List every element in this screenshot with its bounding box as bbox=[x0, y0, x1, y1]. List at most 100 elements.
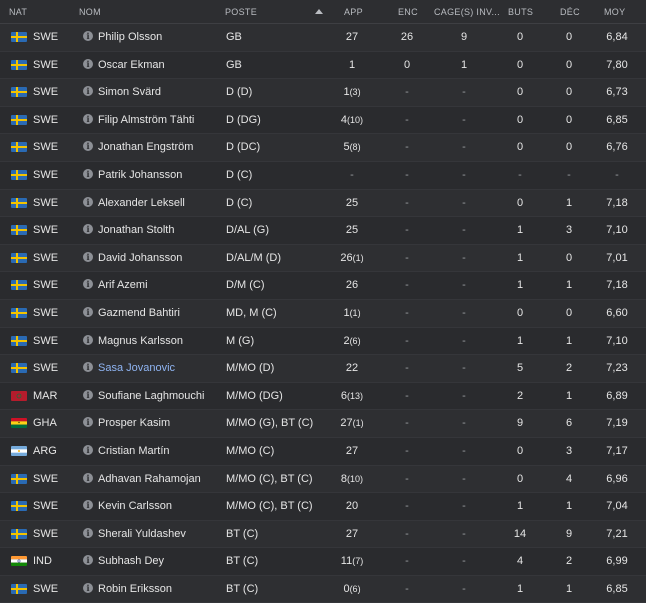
goals-cell: 1 bbox=[516, 279, 524, 292]
nationality-cell: SWE bbox=[33, 141, 59, 154]
player-name[interactable]: Arif Azemi bbox=[98, 279, 148, 292]
info-icon[interactable]: i bbox=[83, 58, 93, 69]
average-rating-cell: 6,96 bbox=[606, 472, 628, 485]
column-header-enc[interactable]: ENC bbox=[398, 7, 418, 17]
nationality-cell: SWE bbox=[33, 334, 59, 347]
info-icon[interactable]: i bbox=[83, 141, 93, 152]
player-name[interactable]: Simon Svärd bbox=[98, 86, 161, 99]
table-row[interactable]: SWE i Adhavan Rahamojan M/MO (C), BT (C) 8(1… bbox=[0, 465, 646, 494]
table-row[interactable]: SWE i Simon Svärd D (D) 1(3) - - 0 0 6,73 bbox=[0, 79, 646, 107]
player-name[interactable]: Philip Olsson bbox=[98, 31, 163, 43]
table-row[interactable]: SWE i Arif Azemi D/M (C) 26 - - 1 1 7,18 bbox=[0, 272, 646, 300]
sweden-flag-icon bbox=[11, 307, 27, 318]
appearances-value: 20 bbox=[345, 500, 359, 513]
info-icon[interactable]: i bbox=[83, 417, 93, 428]
info-icon[interactable]: i bbox=[83, 362, 93, 373]
info-icon[interactable]: i bbox=[83, 472, 93, 483]
info-icon[interactable]: i bbox=[83, 444, 93, 455]
player-name[interactable]: Soufiane Laghmouchi bbox=[98, 389, 205, 402]
table-row[interactable]: SWE i Filip Almström Tähti D (DG) 4(10) - - 0 0 6… bbox=[0, 106, 646, 135]
info-icon[interactable]: i bbox=[83, 500, 93, 511]
average-rating-cell: 6,89 bbox=[606, 389, 628, 402]
nationality-cell: SWE bbox=[33, 113, 59, 126]
goals-conceded-cell: - bbox=[405, 141, 409, 154]
table-row[interactable]: SWE i Sherali Yuldashev BT (C) 27 - - 14 9 7,21 bbox=[0, 520, 646, 549]
info-icon[interactable]: i bbox=[83, 527, 93, 538]
info-icon[interactable]: i bbox=[83, 196, 93, 207]
table-row[interactable]: GHA i Prosper Kasim M/MO (G), BT (C) 27(1) - -… bbox=[0, 410, 646, 438]
sweden-flag-icon bbox=[11, 501, 27, 512]
clean-sheets-cell: - bbox=[462, 555, 466, 568]
position-cell: BT (C) bbox=[226, 527, 259, 540]
appearances-cell: 8(10) bbox=[332, 473, 372, 485]
clean-sheets-cell: - bbox=[462, 196, 466, 209]
average-rating-cell: 7,23 bbox=[606, 362, 628, 375]
table-row[interactable]: SWE i Gazmend Bahtiri MD, M (C) 1(1) - - 0 0 6,60 bbox=[0, 299, 646, 328]
goals-conceded-cell: - bbox=[405, 362, 409, 375]
appearances-value: 2 bbox=[343, 334, 350, 347]
column-header-nom[interactable]: NOM bbox=[79, 7, 101, 17]
column-header-dec[interactable]: DÉC bbox=[560, 7, 580, 17]
player-name[interactable]: Patrik Johansson bbox=[98, 168, 183, 181]
player-name[interactable]: Jonathan Stolth bbox=[98, 224, 175, 237]
table-row[interactable]: SWE i Oscar Ekman GB 1 0 1 0 0 7,80 bbox=[0, 51, 646, 80]
player-name[interactable]: Sasa Jovanovic bbox=[98, 362, 176, 375]
column-header-app[interactable]: APP bbox=[344, 7, 363, 17]
assists-cell: 4 bbox=[565, 472, 573, 485]
goals-conceded-cell: - bbox=[405, 279, 409, 292]
position-cell: M/MO (C), BT (C) bbox=[226, 472, 313, 485]
table-row[interactable]: SWE i Jonathan Stolth D/AL (G) 25 - - 1 3 7,10 bbox=[0, 217, 646, 245]
player-name[interactable]: Sherali Yuldashev bbox=[98, 527, 186, 540]
table-row[interactable]: IND i Subhash Dey BT (C) 11(7) - - 4 2 6,99 bbox=[0, 548, 646, 576]
player-name[interactable]: Magnus Karlsson bbox=[98, 334, 183, 347]
player-name[interactable]: Alexander Leksell bbox=[98, 196, 185, 209]
player-name[interactable]: Prosper Kasim bbox=[98, 417, 171, 430]
player-name[interactable]: Oscar Ekman bbox=[98, 58, 165, 71]
player-name[interactable]: Cristian Martín bbox=[98, 444, 170, 457]
position-cell: D (DG) bbox=[226, 113, 261, 126]
table-row[interactable]: MAR i Soufiane Laghmouchi M/MO (DG) 6(13) - - 2… bbox=[0, 382, 646, 411]
sweden-flag-icon bbox=[11, 583, 27, 594]
column-header-moy[interactable]: MOY bbox=[604, 7, 626, 17]
player-name[interactable]: Robin Eriksson bbox=[98, 582, 172, 595]
info-icon[interactable]: i bbox=[83, 113, 93, 124]
player-name[interactable]: Subhash Dey bbox=[98, 555, 165, 568]
table-row[interactable]: ARG i Cristian Martín M/MO (C) 27 - - 0 3 7,17 bbox=[0, 437, 646, 466]
appearances-cell: 26(1) bbox=[332, 252, 372, 264]
info-icon[interactable]: i bbox=[83, 306, 93, 317]
table-row[interactable]: SWE i Patrik Johansson D (C) - - - - - - bbox=[0, 161, 646, 190]
info-icon[interactable]: i bbox=[83, 555, 93, 566]
table-row[interactable]: SWE i Robin Eriksson BT (C) 0(6) - - 1 1 6,85 bbox=[0, 575, 646, 603]
table-row[interactable]: SWE i Jonathan Engström D (DC) 5(8) - - 0 0 6,76 bbox=[0, 134, 646, 162]
player-name[interactable]: Jonathan Engström bbox=[98, 141, 194, 154]
column-header-poste[interactable]: POSTE bbox=[225, 7, 258, 17]
info-icon[interactable]: i bbox=[83, 31, 93, 41]
average-rating-cell: 7,21 bbox=[606, 527, 628, 540]
info-icon[interactable]: i bbox=[83, 168, 93, 179]
info-icon[interactable]: i bbox=[83, 86, 93, 97]
player-name[interactable]: Gazmend Bahtiri bbox=[98, 306, 180, 319]
table-row[interactable]: SWE i David Johansson D/AL/M (D) 26(1) - - 1 0 7,… bbox=[0, 244, 646, 273]
argentina-flag-icon bbox=[11, 445, 27, 456]
table-row[interactable]: SWE i Kevin Carlsson M/MO (C), BT (C) 20 - - 1 1… bbox=[0, 493, 646, 521]
player-name[interactable]: Kevin Carlsson bbox=[98, 500, 172, 513]
appearances-value: 1 bbox=[343, 306, 350, 319]
appearances-value: 22 bbox=[345, 362, 359, 375]
column-header-cage[interactable]: CAGE(S) INV... bbox=[434, 7, 500, 17]
nationality-cell: SWE bbox=[33, 362, 59, 375]
player-name[interactable]: Filip Almström Tähti bbox=[98, 113, 195, 126]
info-icon[interactable]: i bbox=[83, 251, 93, 262]
info-icon[interactable]: i bbox=[83, 582, 93, 593]
info-icon[interactable]: i bbox=[83, 389, 93, 400]
column-header-buts[interactable]: BUTS bbox=[508, 7, 534, 17]
table-row[interactable]: SWE i Philip Olsson GB 27 26 9 0 0 6,84 bbox=[0, 24, 646, 52]
column-header-nat[interactable]: NAT bbox=[9, 7, 28, 17]
table-row[interactable]: SWE i Magnus Karlsson M (G) 2(6) - - 1 1 7,10 bbox=[0, 327, 646, 356]
table-row[interactable]: SWE i Alexander Leksell D (C) 25 - - 0 1 7,18 bbox=[0, 189, 646, 218]
info-icon[interactable]: i bbox=[83, 334, 93, 345]
info-icon[interactable]: i bbox=[83, 279, 93, 290]
table-row[interactable]: SWE i Sasa Jovanovic M/MO (D) 22 - - 5 2 7,23 bbox=[0, 355, 646, 383]
info-icon[interactable]: i bbox=[83, 224, 93, 235]
player-name[interactable]: David Johansson bbox=[98, 251, 183, 264]
player-name[interactable]: Adhavan Rahamojan bbox=[98, 472, 201, 485]
